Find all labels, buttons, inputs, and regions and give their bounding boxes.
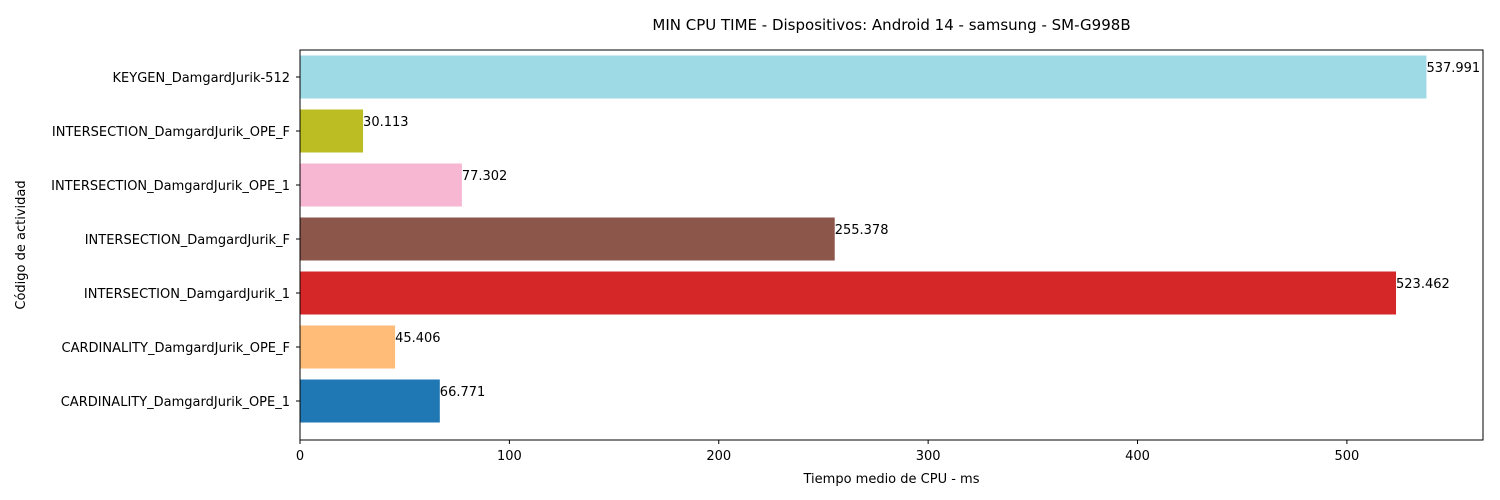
x-axis-label: Tiempo medio de CPU - ms (803, 472, 980, 487)
x-ticks-group: 0 100 200 300 400 500 (296, 440, 1359, 464)
y-tick-label-4: INTERSECTION_DamgardJurik_OPE_1 (51, 179, 290, 194)
value-label-2: 523.462 (1396, 277, 1450, 292)
bar-4 (300, 163, 462, 207)
x-tick-label-4: 400 (1125, 449, 1150, 464)
value-label-3: 255.378 (835, 223, 889, 238)
value-label-6: 537.991 (1426, 61, 1480, 76)
bars-group (300, 55, 1427, 423)
bar-5 (300, 109, 364, 153)
axes-group (299, 49, 1484, 441)
y-tick-label-2: INTERSECTION_DamgardJurik_1 (84, 287, 290, 302)
bar-2 (300, 271, 1397, 315)
x-tick-label-5: 500 (1334, 449, 1359, 464)
value-label-4: 77.302 (462, 169, 508, 184)
bar-3 (300, 217, 835, 261)
value-label-1: 45.406 (395, 331, 441, 346)
value-label-5: 30.113 (363, 115, 409, 130)
y-tick-label-0: CARDINALITY_DamgardJurik_OPE_1 (61, 395, 290, 410)
y-tick-label-5: INTERSECTION_DamgardJurik_OPE_F (52, 125, 290, 140)
y-tick-label-6: KEYGEN_DamgardJurik-512 (113, 71, 290, 86)
y-ticks-group: CARDINALITY_DamgardJurik_OPE_1 CARDINALIT… (51, 71, 300, 410)
x-tick-label-2: 200 (706, 449, 731, 464)
chart-title: MIN CPU TIME - Dispositivos: Android 14 … (652, 16, 1130, 34)
bar-0 (300, 379, 440, 423)
y-axis-label: Código de actividad (14, 180, 29, 309)
y-tick-label-3: INTERSECTION_DamgardJurik_F (85, 233, 290, 248)
bar-1 (300, 325, 396, 369)
x-tick-label-0: 0 (296, 449, 304, 464)
value-label-0: 66.771 (440, 385, 486, 400)
x-tick-label-3: 300 (916, 449, 941, 464)
x-tick-label-1: 100 (497, 449, 522, 464)
plot-frame (299, 49, 1484, 441)
y-tick-label-1: CARDINALITY_DamgardJurik_OPE_F (62, 341, 290, 356)
value-labels-group: 66.771 45.406 523.462 255.378 77.302 30.113 53… (363, 61, 1480, 400)
bar-6 (300, 55, 1427, 99)
